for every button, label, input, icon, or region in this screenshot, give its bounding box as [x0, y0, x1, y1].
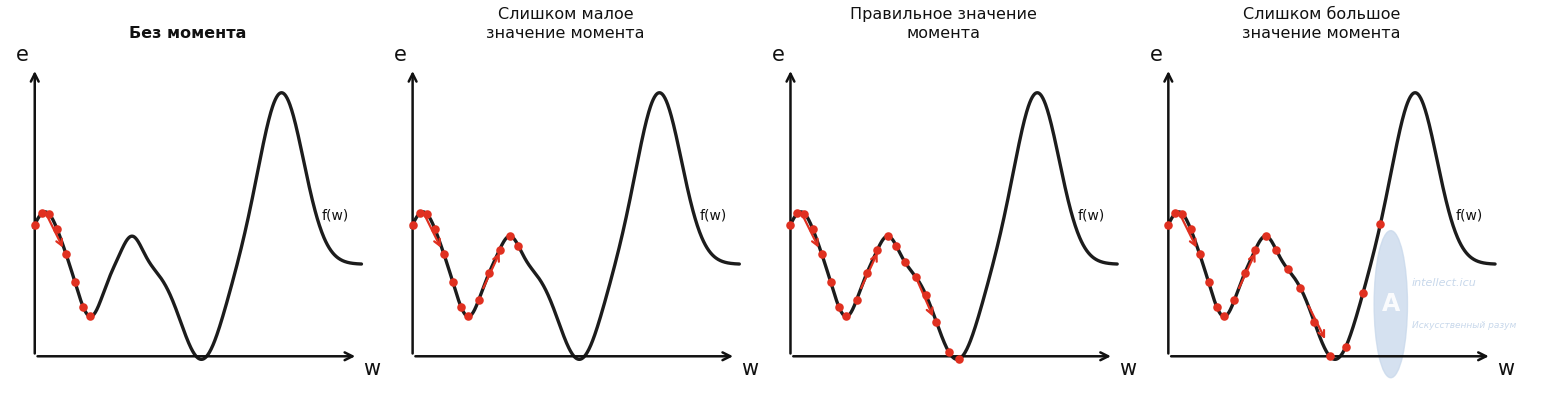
Text: Искусственный разум: Искусственный разум: [1412, 321, 1515, 330]
Point: [924, 319, 949, 325]
Point: [884, 242, 909, 249]
Point: [423, 226, 447, 232]
Point: [401, 222, 426, 228]
Point: [844, 297, 868, 303]
Point: [62, 279, 87, 286]
Point: [793, 210, 817, 217]
Point: [785, 210, 810, 217]
Circle shape: [1375, 231, 1407, 378]
Point: [1163, 210, 1187, 217]
Point: [819, 279, 844, 286]
Point: [71, 304, 96, 311]
Text: f(w): f(w): [1455, 208, 1483, 222]
Point: [1302, 319, 1327, 325]
Point: [913, 292, 938, 298]
Point: [1333, 344, 1358, 350]
Title: Слишком малое
значение момента: Слишком малое значение момента: [486, 7, 646, 41]
Point: [1156, 222, 1181, 228]
Text: e: e: [771, 45, 785, 65]
Point: [1254, 233, 1279, 239]
Text: w: w: [364, 359, 381, 379]
Point: [77, 313, 102, 320]
Point: [902, 274, 927, 280]
Point: [1243, 247, 1268, 253]
Title: Без момента: Без момента: [128, 26, 246, 41]
Point: [22, 222, 46, 228]
Text: intellect.icu: intellect.icu: [1412, 278, 1477, 288]
Point: [827, 304, 851, 311]
Title: Правильное значение
момента: Правильное значение момента: [850, 7, 1037, 41]
Point: [946, 356, 971, 362]
Point: [1204, 304, 1229, 311]
Point: [865, 247, 890, 253]
Text: e: e: [1150, 45, 1163, 65]
Point: [779, 222, 803, 228]
Point: [893, 259, 918, 266]
Point: [1317, 353, 1342, 359]
Point: [937, 349, 961, 355]
Point: [1170, 210, 1195, 217]
Point: [1197, 279, 1221, 286]
Point: [45, 226, 70, 232]
Point: [1221, 297, 1246, 303]
Point: [466, 297, 491, 303]
Point: [1232, 270, 1257, 276]
Point: [415, 210, 440, 217]
Point: [876, 233, 901, 239]
Point: [810, 251, 834, 257]
Point: [1368, 221, 1393, 228]
Point: [834, 313, 859, 320]
Point: [800, 226, 825, 232]
Point: [854, 270, 879, 276]
Point: [441, 279, 466, 286]
Text: e: e: [15, 45, 29, 65]
Point: [455, 313, 480, 320]
Point: [432, 251, 457, 257]
Point: [1276, 266, 1300, 272]
Point: [29, 210, 54, 217]
Point: [1350, 290, 1375, 296]
Point: [1187, 251, 1212, 257]
Title: Слишком большое
значение момента: Слишком большое значение момента: [1241, 7, 1401, 41]
Text: f(w): f(w): [700, 208, 728, 222]
Point: [1263, 246, 1288, 253]
Point: [477, 270, 502, 276]
Text: A: A: [1382, 292, 1399, 316]
Text: f(w): f(w): [322, 208, 350, 222]
Point: [497, 233, 522, 239]
Point: [506, 242, 531, 249]
Point: [1178, 226, 1203, 232]
Text: w: w: [741, 359, 759, 379]
Point: [488, 247, 512, 253]
Text: w: w: [1119, 359, 1136, 379]
Point: [407, 210, 432, 217]
Text: e: e: [393, 45, 407, 65]
Point: [54, 251, 79, 257]
Point: [36, 210, 60, 217]
Text: w: w: [1497, 359, 1514, 379]
Point: [449, 304, 474, 311]
Text: f(w): f(w): [1077, 208, 1105, 222]
Point: [1212, 313, 1237, 320]
Point: [1288, 285, 1313, 291]
